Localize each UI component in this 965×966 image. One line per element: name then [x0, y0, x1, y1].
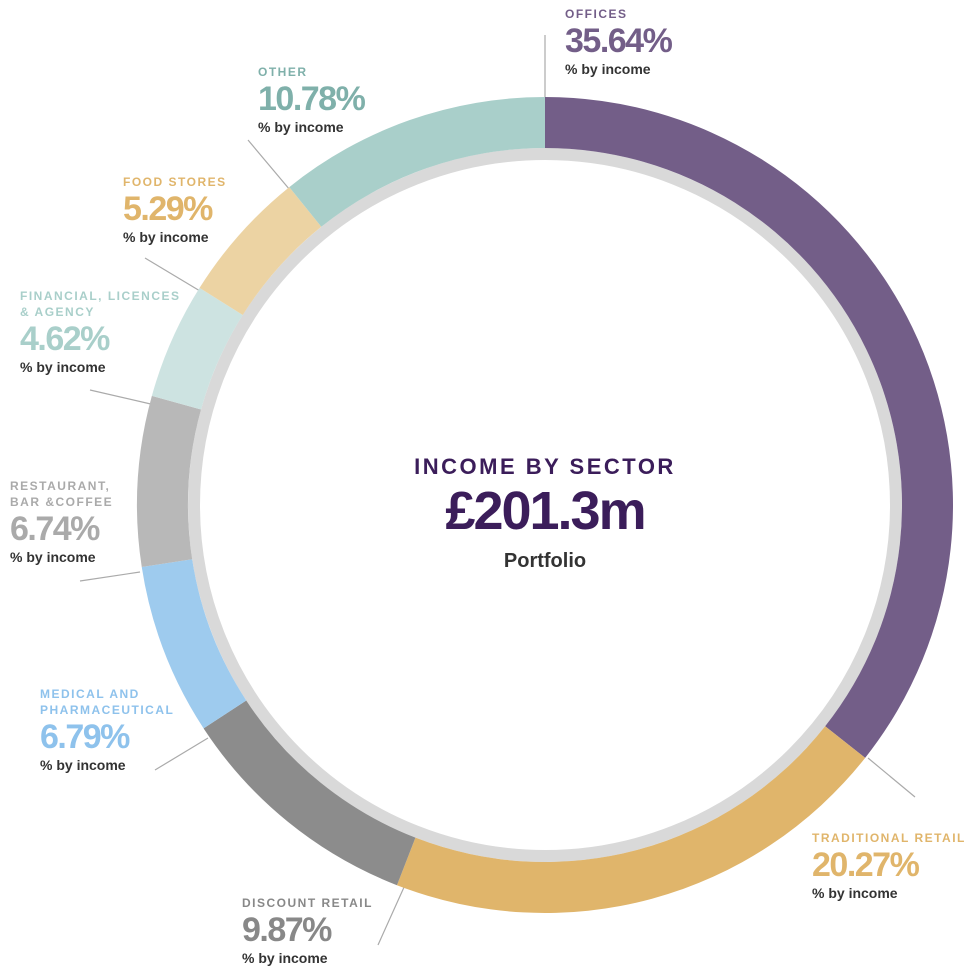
value-label: 20.27% [812, 846, 920, 884]
segment-label: RESTAURANT, BAR &COFFEE 6.74%% by income [10, 478, 120, 566]
segment [137, 395, 202, 568]
segment [151, 287, 243, 410]
value-label: 4.62% [20, 320, 110, 358]
leader-line [89, 389, 156, 406]
segment-label: TRADITIONAL RETAIL 20.27%% by income [812, 830, 965, 902]
value-label: 5.29% [123, 190, 213, 228]
value-label: 9.87% [242, 911, 332, 949]
segment [289, 97, 545, 227]
segment-label: DISCOUNT RETAIL 9.87%% by income [242, 895, 442, 966]
sub-label: % by income [123, 229, 209, 245]
category-name: FOOD STORES [123, 175, 227, 189]
sub-label: % by income [258, 119, 344, 135]
segment-label: OFFICES 35.64%% by income [565, 6, 765, 78]
category-name: OTHER [258, 65, 308, 79]
leader-line [79, 571, 141, 582]
center-value: £201.3m [445, 481, 646, 541]
segment [545, 97, 954, 758]
sub-label: % by income [565, 61, 651, 77]
value-label: 35.64% [565, 22, 673, 60]
sub-label: % by income [20, 359, 106, 375]
value-label: 10.78% [258, 80, 366, 118]
segment-label: FOOD STORES 5.29%% by income [123, 174, 323, 246]
leader-line [377, 884, 406, 946]
category-name: RESTAURANT, BAR &COFFEE [10, 479, 114, 509]
inner-ring [188, 148, 902, 862]
sub-label: % by income [242, 950, 328, 966]
value-label: 6.74% [10, 510, 100, 548]
category-name: FINANCIAL, LICENCES & AGENCY [20, 289, 181, 319]
leader-lines [79, 35, 916, 946]
sub-label: % by income [40, 757, 126, 773]
center-title: INCOME BY SECTOR [414, 454, 676, 479]
segment-label: OTHER 10.78%% by income [258, 64, 458, 136]
sub-label: % by income [812, 885, 898, 901]
category-name: DISCOUNT RETAIL [242, 896, 373, 910]
value-label: 6.79% [40, 718, 130, 756]
segment [199, 187, 322, 316]
segment-label: MEDICAL AND PHARMACEUTICAL 6.79%% by inco… [40, 686, 190, 774]
category-name: OFFICES [565, 7, 628, 21]
segment [141, 559, 247, 729]
center-label: Portfolio [503, 550, 587, 572]
segment [203, 700, 416, 886]
segments [137, 97, 954, 914]
segment-label: FINANCIAL, LICENCES & AGENCY 4.62%% by in… [20, 288, 190, 376]
leader-line [247, 139, 291, 191]
leader-line [154, 737, 209, 771]
sub-label: % by income [10, 549, 96, 565]
category-name: MEDICAL AND PHARMACEUTICAL [40, 687, 175, 717]
category-name: TRADITIONAL RETAIL [812, 831, 965, 845]
leader-line [867, 757, 916, 798]
segment [396, 726, 866, 914]
